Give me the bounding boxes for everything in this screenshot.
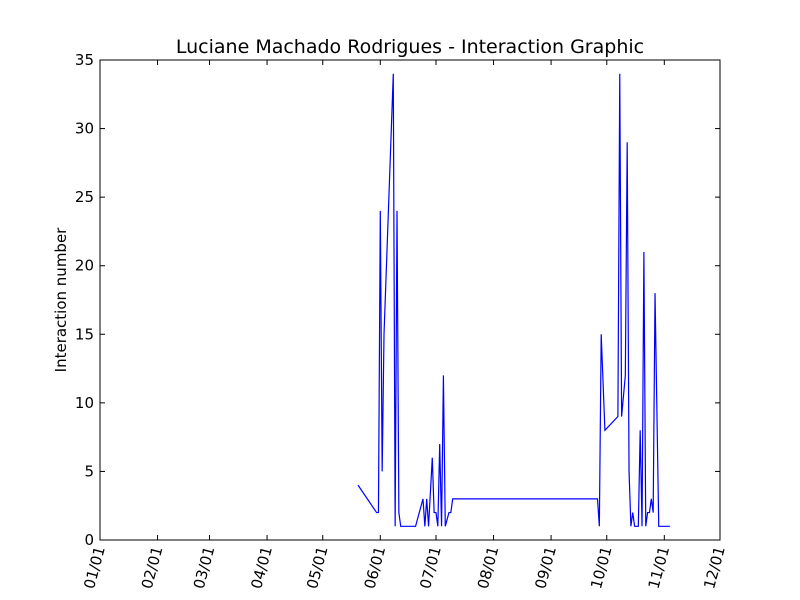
- x-tick-label: 12/01: [700, 544, 729, 590]
- x-tick-label: 04/01: [247, 544, 276, 590]
- x-tick-label: 10/01: [587, 544, 616, 590]
- y-tick-label: 10: [75, 394, 94, 412]
- y-tick-label: 5: [84, 462, 94, 480]
- y-axis-label: Interaction number: [52, 227, 70, 373]
- x-tick-label: 03/01: [190, 544, 219, 590]
- x-tick-label: 01/01: [80, 544, 109, 590]
- plot-area: [100, 60, 720, 540]
- series-layer: [357, 73, 670, 527]
- y-tick-label: 0: [84, 531, 94, 549]
- chart-title: Luciane Machado Rodrigues - Interaction …: [176, 36, 644, 58]
- y-tick-label: 35: [75, 51, 94, 69]
- y-tick-label: 30: [75, 120, 94, 138]
- x-tick-label: 02/01: [138, 544, 167, 590]
- plot-frame: [99, 59, 721, 541]
- x-tick-label: 07/01: [416, 544, 445, 590]
- x-tick-label: 09/01: [531, 544, 560, 590]
- series-line: [357, 73, 670, 527]
- y-tick-label: 25: [75, 188, 94, 206]
- x-tick-label: 06/01: [361, 544, 390, 590]
- x-tick-label: 11/01: [645, 544, 674, 590]
- y-tick-label: 20: [75, 257, 94, 275]
- y-axis: 0 5 10 15 20 25 30 35: [75, 51, 720, 549]
- y-tick-label: 15: [75, 325, 94, 343]
- x-tick-label: 08/01: [474, 544, 503, 590]
- x-tick-label: 05/01: [303, 544, 332, 590]
